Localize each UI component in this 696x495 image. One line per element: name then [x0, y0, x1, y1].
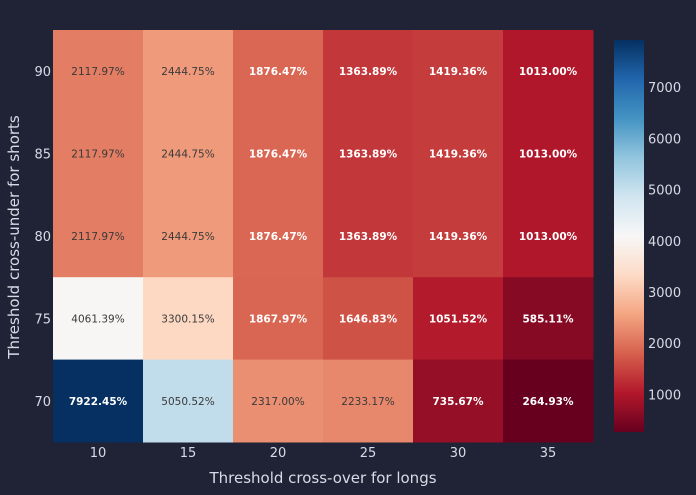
cell-value-label: 2117.97%: [71, 66, 124, 78]
heatmap-cell: [143, 194, 234, 278]
heatmap-cell: [323, 277, 414, 361]
y-tick-label: 70: [34, 395, 51, 410]
cell-value-label: 5050.52%: [161, 396, 214, 408]
heatmap-cell: [233, 194, 324, 278]
heatmap-cell: [503, 194, 594, 278]
colorbar-tick-label: 2000: [648, 337, 681, 352]
x-axis-ticks: 10 15 20 25 30 35: [90, 446, 557, 461]
heatmap-cell: [143, 30, 234, 113]
heatmap-cell: [233, 359, 324, 443]
y-tick-label: 85: [34, 148, 51, 163]
heatmap-cell: [53, 194, 144, 278]
cell-value-label: 1013.00%: [519, 231, 578, 243]
colorbar-tick-label: 4000: [648, 235, 681, 250]
heatmap-cell: [53, 112, 144, 196]
heatmap-cell: [503, 277, 594, 361]
cell-value-label: 1363.89%: [339, 149, 398, 161]
x-tick-label: 20: [270, 446, 287, 461]
heatmap-cell: [413, 30, 504, 113]
heatmap-cell: [53, 359, 144, 443]
heatmap-cell: [323, 194, 414, 278]
cell-value-label: 585.11%: [522, 313, 574, 325]
heatmap-cell: [503, 112, 594, 196]
heatmap-cell: [323, 359, 414, 443]
heatmap-cell: [413, 112, 504, 196]
colorbar-tick-label: 3000: [648, 286, 681, 301]
heatmap-cell: [233, 30, 324, 113]
x-tick-label: 10: [90, 446, 107, 461]
heatmap-cell: [143, 359, 234, 443]
cell-value-label: 1876.47%: [249, 231, 308, 243]
cell-value-label: 2444.75%: [161, 149, 214, 161]
cell-value-label: 2233.17%: [341, 396, 394, 408]
cell-value-label: 1363.89%: [339, 231, 398, 243]
colorbar-tick-label: 5000: [648, 184, 681, 199]
heatmap-cell: [503, 30, 594, 113]
heatmap-cells: [53, 30, 594, 443]
y-tick-label: 75: [34, 312, 51, 327]
colorbar-ticks: 1000 2000 3000 4000 5000 6000 7000: [648, 81, 681, 403]
cell-value-label: 1876.47%: [249, 149, 308, 161]
colorbar: [614, 40, 644, 432]
cell-value-label: 2444.75%: [161, 231, 214, 243]
cell-value-label: 2444.75%: [161, 66, 214, 78]
cell-value-label: 1013.00%: [519, 149, 578, 161]
heatmap-cell: [143, 112, 234, 196]
cell-value-label: 1013.00%: [519, 66, 578, 78]
heatmap-cell: [503, 359, 594, 443]
y-axis-ticks: 90 85 80 75 70: [34, 65, 51, 410]
cell-value-label: 2117.97%: [71, 231, 124, 243]
colorbar-tick-label: 1000: [648, 388, 681, 403]
heatmap-cell: [233, 277, 324, 361]
cell-value-label: 1419.36%: [429, 149, 488, 161]
x-tick-label: 25: [360, 446, 377, 461]
cell-value-label: 1867.97%: [249, 313, 308, 325]
cell-value-label: 1419.36%: [429, 66, 488, 78]
colorbar-tick-label: 7000: [648, 81, 681, 96]
heatmap-cell: [53, 30, 144, 113]
cell-value-label: 264.93%: [522, 396, 574, 408]
cell-value-label: 2117.97%: [71, 149, 124, 161]
heatmap-cell: [53, 277, 144, 361]
cell-value-label: 2317.00%: [251, 396, 304, 408]
heatmap-cell: [413, 194, 504, 278]
cell-value-label: 1419.36%: [429, 231, 488, 243]
cell-value-label: 1363.89%: [339, 66, 398, 78]
cell-value-label: 735.67%: [432, 396, 484, 408]
cell-value-label: 7922.45%: [69, 396, 128, 408]
cell-value-label: 3300.15%: [161, 313, 214, 325]
heatmap-cell: [413, 277, 504, 361]
heatmap-cell: [233, 112, 324, 196]
cell-value-label: 1051.52%: [429, 313, 488, 325]
cell-value-label: 4061.39%: [71, 313, 124, 325]
heatmap-cell: [413, 359, 504, 443]
heatmap-cell: [143, 277, 234, 361]
y-axis-title: Threshold cross-under for shorts: [5, 115, 23, 360]
y-tick-label: 80: [34, 230, 51, 245]
x-axis-title: Threshold cross-over for longs: [208, 469, 436, 487]
x-tick-label: 30: [450, 446, 467, 461]
heatmap-cell: [323, 112, 414, 196]
x-tick-label: 35: [540, 446, 557, 461]
colorbar-tick-label: 6000: [648, 132, 681, 147]
cell-value-label: 1876.47%: [249, 66, 308, 78]
heatmap-cell: [323, 30, 414, 113]
y-tick-label: 90: [34, 65, 51, 80]
x-tick-label: 15: [180, 446, 197, 461]
cell-value-label: 1646.83%: [339, 313, 398, 325]
heatmap-cell-labels: 2117.97% 2444.75% 1876.47% 1363.89% 1419.36%…: [69, 66, 578, 408]
